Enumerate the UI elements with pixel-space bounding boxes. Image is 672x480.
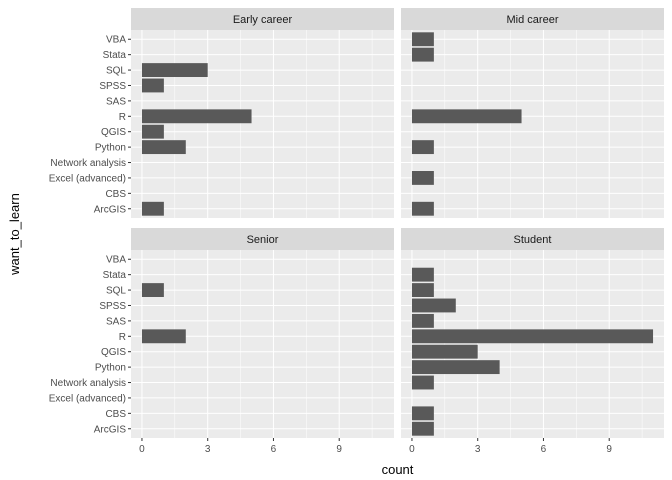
facet-senior: Senior ArcGIS CBS Excel (advanced) Network a… <box>49 228 394 455</box>
y-tick-label: SQL <box>106 66 126 77</box>
y-axis-title: want_to_learn <box>7 193 22 276</box>
bar-student-r <box>411 329 654 344</box>
y-tick-label: Excel (advanced) <box>49 393 126 404</box>
y-tick-label: SAS <box>106 316 126 327</box>
facet-strip-label: Senior <box>247 234 279 246</box>
y-tick-label: CBS <box>105 189 126 200</box>
facet-strip-label: Early career <box>233 14 293 26</box>
bar-early-career-sql <box>141 63 208 77</box>
bar-student-sql <box>411 283 434 297</box>
bar-student-spss <box>411 298 456 313</box>
y-tick-label: Stata <box>103 270 127 281</box>
bar-mid-career-vba <box>411 32 434 47</box>
facet-student: Student 0 3 6 9 <box>401 228 664 455</box>
panel-background <box>131 250 394 438</box>
bar-student-stata <box>411 267 434 282</box>
y-tick-label: ArcGIS <box>94 424 127 435</box>
y-tick-label: VBA <box>106 35 126 46</box>
x-tick-label: 9 <box>336 444 342 455</box>
y-tick-label: SAS <box>106 96 126 107</box>
y-tick-label: SPSS <box>99 301 126 312</box>
bar-early-career-python <box>141 140 186 155</box>
facet-strip <box>131 228 394 250</box>
y-tick-label: Network analysis <box>50 378 126 389</box>
x-tick-label: 6 <box>271 444 277 455</box>
y-tick-label: Stata <box>103 50 127 61</box>
bar-mid-career-stata <box>411 47 434 62</box>
panel-background <box>131 30 394 218</box>
y-tick-label: CBS <box>105 409 126 420</box>
x-tick-label: 3 <box>205 444 211 455</box>
y-tick-label: SQL <box>106 286 126 297</box>
facet-strip <box>401 8 664 30</box>
x-tick-label: 6 <box>541 444 547 455</box>
facet-strip <box>401 228 664 250</box>
y-tick-label: R <box>119 332 126 343</box>
bar-student-python <box>411 360 500 375</box>
bar-senior-sql <box>141 283 164 297</box>
bar-early-career-arcgis <box>141 201 164 216</box>
bar-student-sas <box>411 313 434 328</box>
bar-mid-career-excel-advanced <box>411 171 434 185</box>
panel-background <box>401 30 664 218</box>
facet-strip-label: Mid career <box>507 14 559 26</box>
y-tick-label: Python <box>95 363 126 374</box>
x-tick-label: 0 <box>139 444 145 455</box>
facet-early-career: Early career ArcGIS CBS Excel (advanced) Net… <box>49 8 394 218</box>
y-tick-label: Excel (advanced) <box>49 173 126 184</box>
bar-student-qgis <box>411 344 478 359</box>
facet-mid-career: Mid career <box>401 8 664 218</box>
x-tick-label: 3 <box>475 444 481 455</box>
bar-mid-career-r <box>411 109 522 124</box>
panel-background <box>401 250 664 438</box>
bar-mid-career-arcgis <box>411 201 434 216</box>
bar-early-career-r <box>141 109 252 124</box>
bar-senior-r <box>141 329 186 344</box>
y-tick-label: QGIS <box>101 347 126 358</box>
y-tick-label: R <box>119 112 126 123</box>
facet-strip <box>131 8 394 30</box>
bar-early-career-qgis <box>141 124 164 139</box>
bar-student-network-analysis <box>411 375 434 390</box>
y-tick-label: Network analysis <box>50 158 126 169</box>
bar-mid-career-python <box>411 140 434 155</box>
y-tick-label: SPSS <box>99 81 126 92</box>
bar-student-arcgis <box>411 421 434 436</box>
x-tick-label: 9 <box>606 444 612 455</box>
y-tick-label: ArcGIS <box>94 204 127 215</box>
x-axis-title: count <box>382 462 414 477</box>
y-tick-label: Python <box>95 143 126 154</box>
bar-early-career-spss <box>141 78 164 93</box>
bar-student-cbs <box>411 406 434 421</box>
facet-strip-label: Student <box>514 234 552 246</box>
y-tick-label: VBA <box>106 255 126 266</box>
x-tick-label: 0 <box>409 444 415 455</box>
y-tick-label: QGIS <box>101 127 126 138</box>
